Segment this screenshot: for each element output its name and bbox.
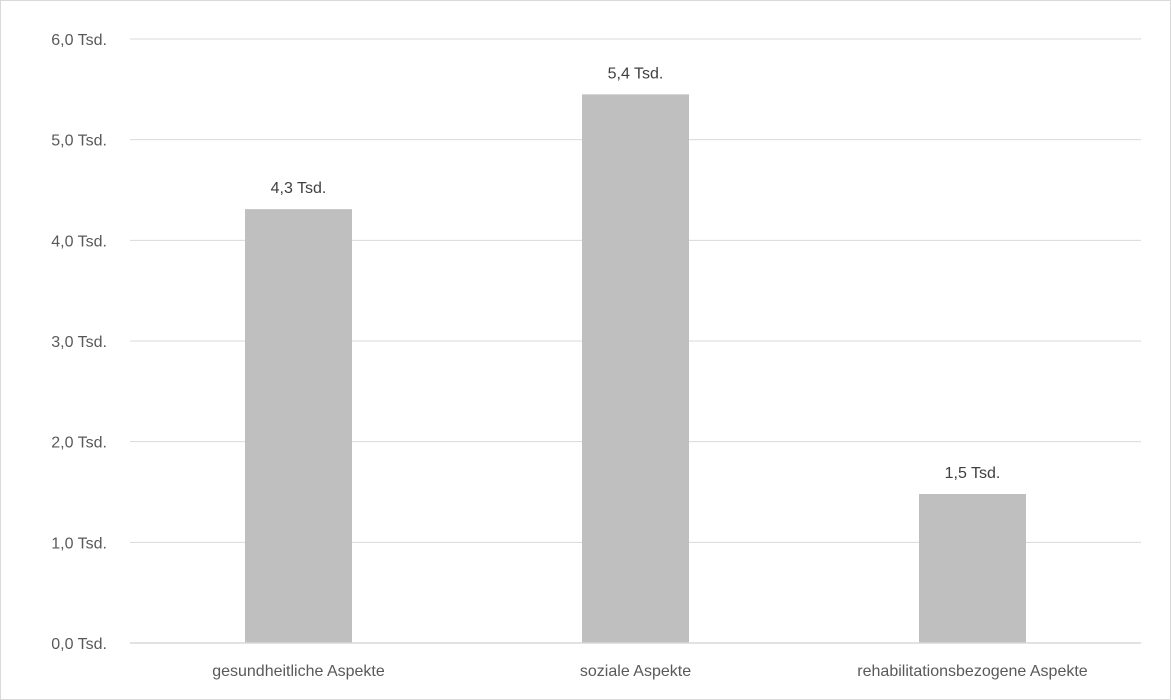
x-category-label: soziale Aspekte <box>580 663 691 680</box>
data-label: 4,3 Tsd. <box>271 180 327 197</box>
labels: 0,0 Tsd. 1,0 Tsd. 2,0 Tsd. 3,0 Tsd. 4,0 Tsd.… <box>51 32 1088 680</box>
x-category-label: rehabilitationsbezogene Aspekte <box>857 663 1087 680</box>
y-tick-label: 6,0 Tsd. <box>51 32 107 49</box>
x-category-label: gesundheitliche Aspekte <box>212 663 385 680</box>
data-label: 5,4 Tsd. <box>608 65 664 82</box>
y-tick-label: 3,0 Tsd. <box>51 334 107 351</box>
y-tick-label: 5,0 Tsd. <box>51 133 107 150</box>
bar <box>245 209 352 644</box>
bar <box>919 494 1026 643</box>
y-tick-label: 0,0 Tsd. <box>51 636 107 653</box>
y-tick-label: 4,0 Tsd. <box>51 233 107 250</box>
bar <box>582 94 689 643</box>
y-tick-label: 1,0 Tsd. <box>51 535 107 552</box>
y-tick-label: 2,0 Tsd. <box>51 435 107 452</box>
data-label: 1,5 Tsd. <box>945 465 1001 482</box>
bars <box>245 94 1026 644</box>
